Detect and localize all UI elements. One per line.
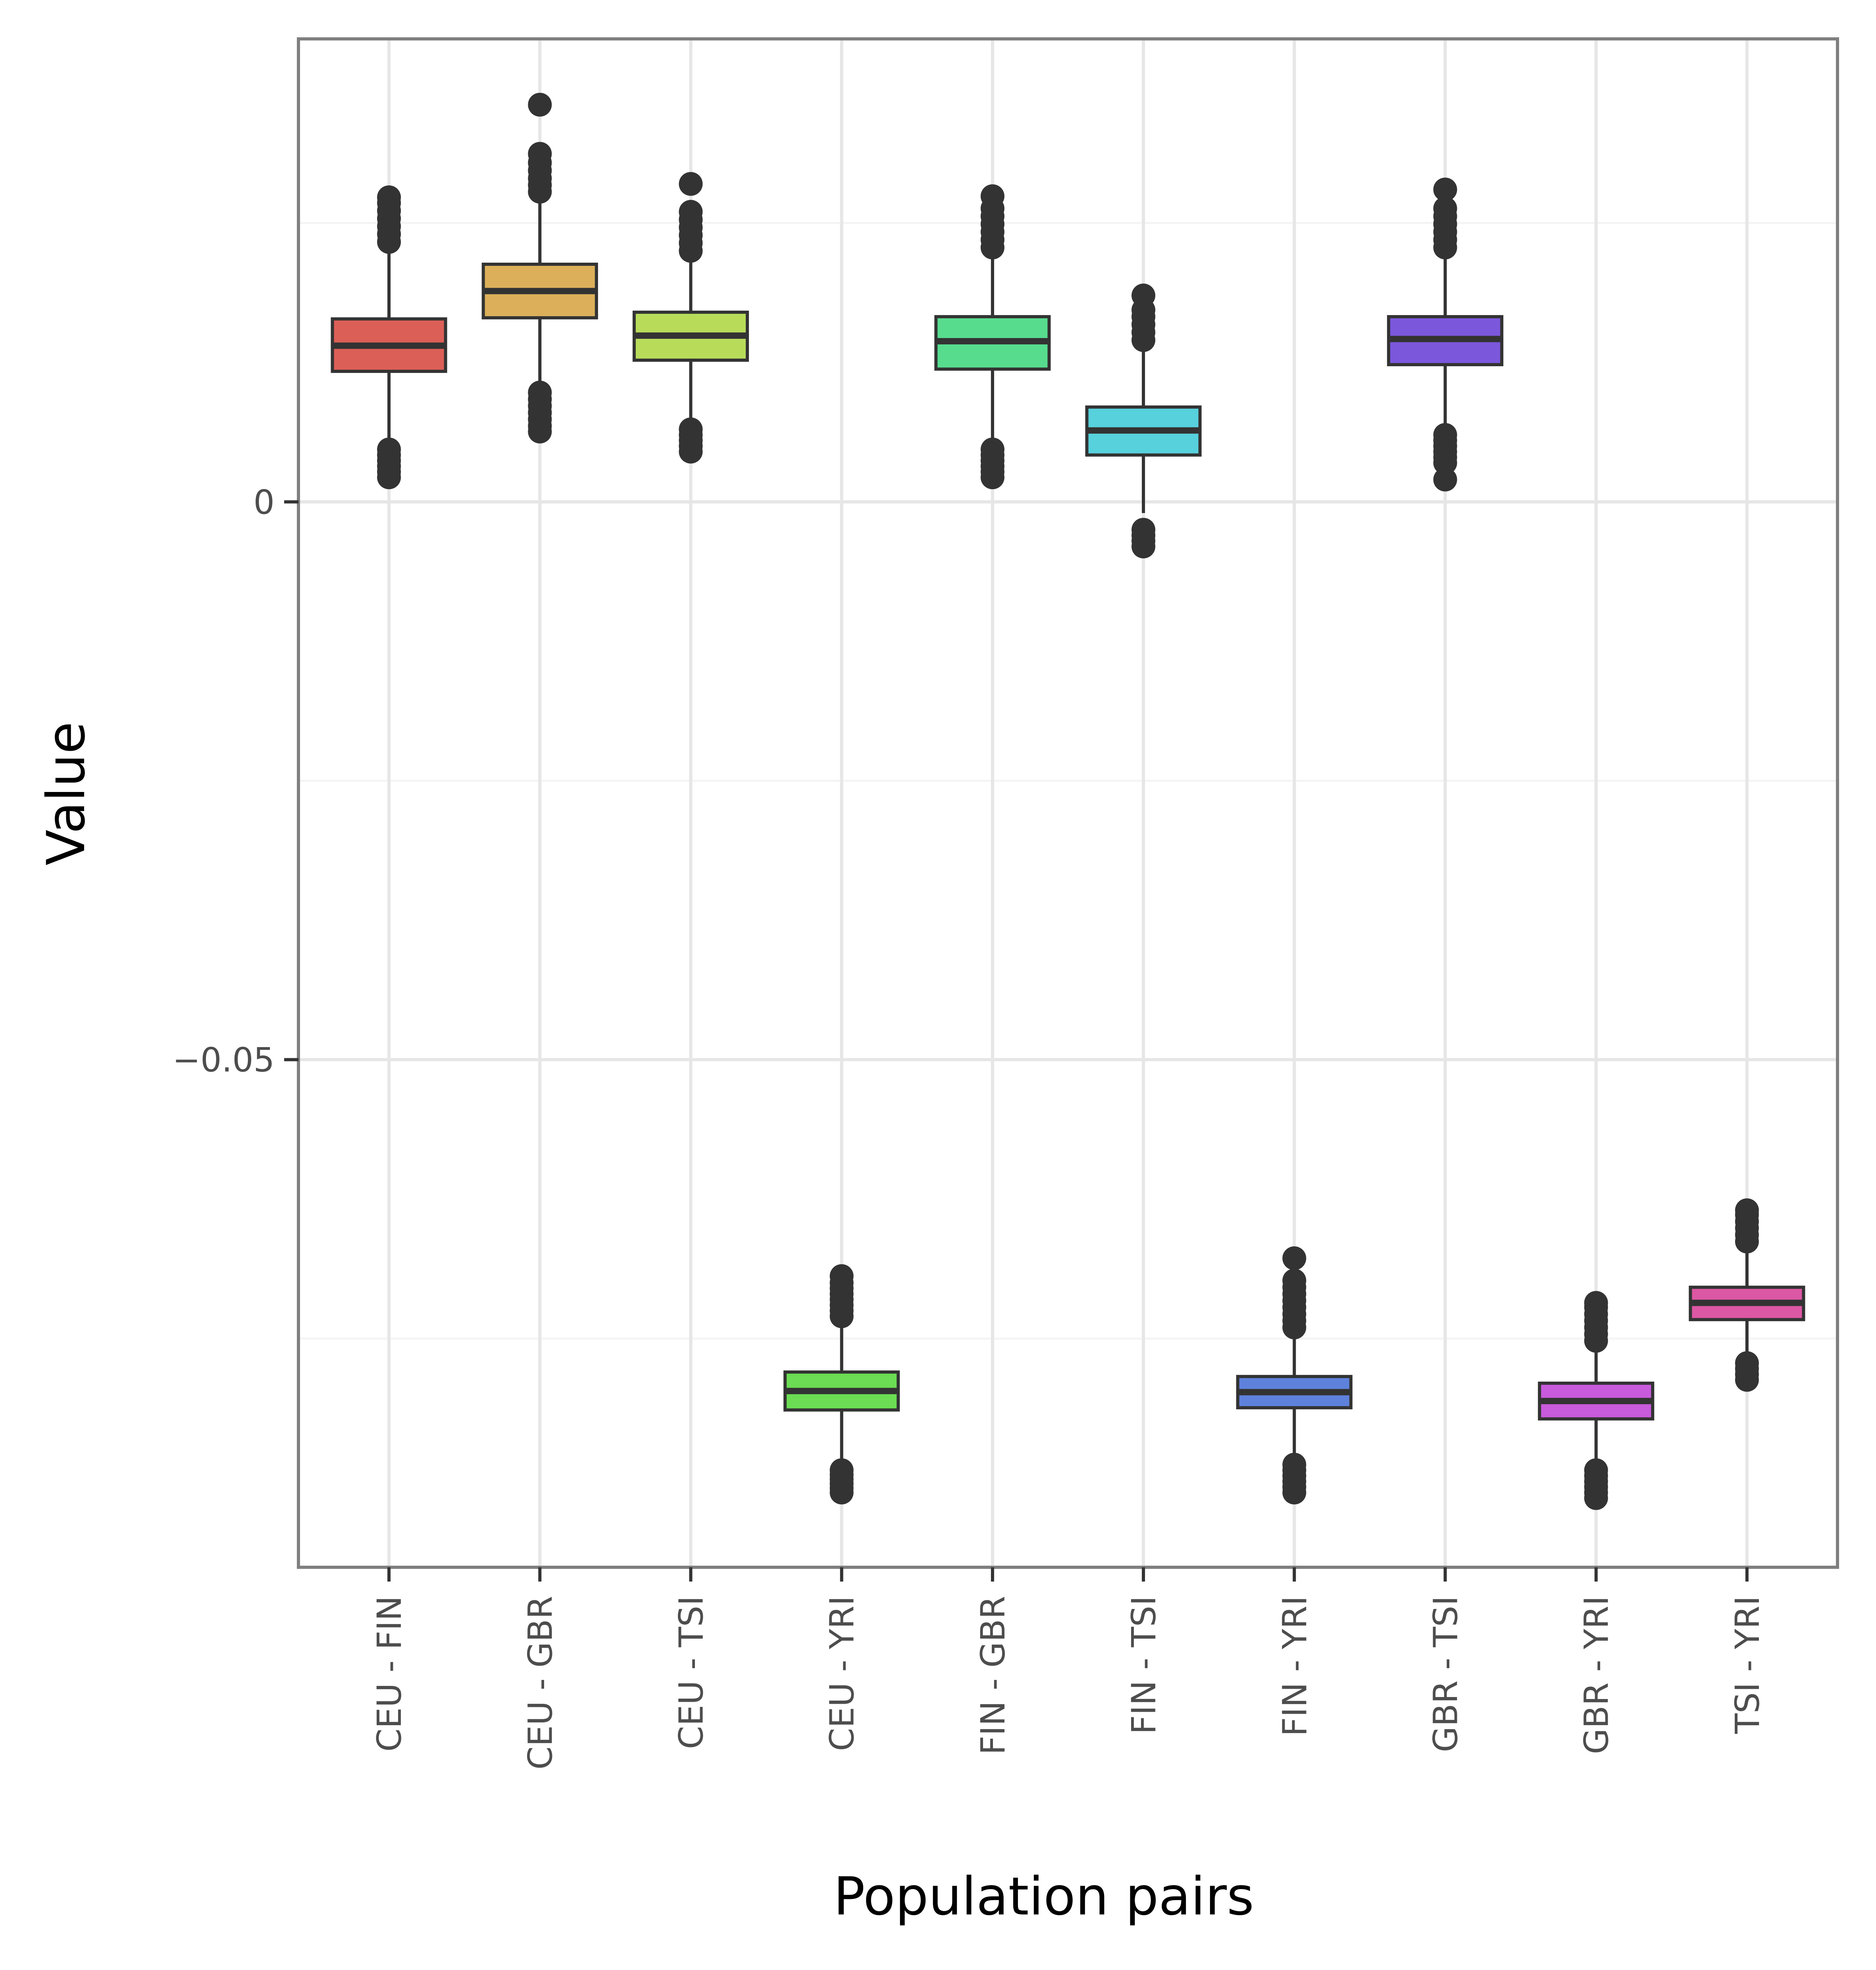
outlier-point	[377, 437, 401, 461]
outlier-point	[1433, 177, 1457, 202]
outlier-point	[1735, 1351, 1759, 1375]
y-axis-title: Value	[36, 722, 97, 865]
outlier-point	[528, 142, 552, 166]
x-tick-label: CEU - FIN	[370, 1596, 409, 1752]
outlier-point	[679, 172, 703, 196]
boxplot	[1387, 177, 1504, 492]
outlier-point	[1131, 283, 1156, 308]
outlier-point	[1735, 1198, 1759, 1222]
x-tick-label: CEU - TSI	[672, 1596, 711, 1749]
outlier-point	[980, 437, 1004, 461]
boxplot	[1236, 1246, 1353, 1505]
outlier-point	[528, 92, 552, 117]
outlier-point	[1282, 1268, 1306, 1293]
x-tick-label: CEU - GBR	[521, 1596, 560, 1770]
outlier-point	[1131, 518, 1156, 542]
x-tick-label: CEU - YRI	[823, 1596, 862, 1751]
outlier-point	[1584, 1458, 1608, 1482]
x-axis-title: Population pairs	[833, 1866, 1254, 1927]
outlier-point	[1433, 196, 1457, 221]
boxplots	[331, 92, 1805, 1510]
x-tick-label: FIN - GBR	[974, 1596, 1012, 1755]
y-tick-label: −0.05	[173, 1041, 275, 1080]
boxplot	[1689, 1198, 1805, 1392]
boxplot	[481, 92, 598, 444]
x-tick-label: GBR - TSI	[1426, 1596, 1465, 1752]
y-axis: 0 −0.05	[173, 483, 298, 1080]
outlier-point	[528, 381, 552, 405]
outlier-point	[1433, 467, 1457, 492]
x-tick-label: GBR - YRI	[1577, 1596, 1616, 1754]
y-tick-label: 0	[254, 483, 275, 522]
x-tick-label: FIN - YRI	[1275, 1596, 1314, 1736]
outlier-point	[1282, 1453, 1306, 1477]
outlier-point	[679, 200, 703, 224]
outlier-point	[377, 185, 401, 209]
boxplot	[783, 1264, 900, 1505]
outlier-point	[980, 184, 1004, 208]
outlier-point	[1282, 1246, 1306, 1270]
x-tick-label: TSI - YRI	[1728, 1596, 1767, 1734]
boxplot	[934, 184, 1051, 489]
x-axis: CEU - FIN CEU - GBR CEU - TSI CEU - YRI FIN …	[370, 1567, 1767, 1770]
outlier-point	[829, 1458, 854, 1482]
outlier-point	[1584, 1291, 1608, 1315]
plot-panel-border	[297, 37, 1839, 1569]
boxplot	[632, 172, 749, 464]
outlier-point	[829, 1264, 854, 1288]
boxplot	[1085, 283, 1202, 559]
outlier-point	[1433, 423, 1457, 447]
boxplot	[331, 185, 447, 489]
boxplot	[1538, 1291, 1655, 1510]
x-tick-label: FIN - TSI	[1124, 1596, 1163, 1734]
outlier-point	[679, 417, 703, 442]
